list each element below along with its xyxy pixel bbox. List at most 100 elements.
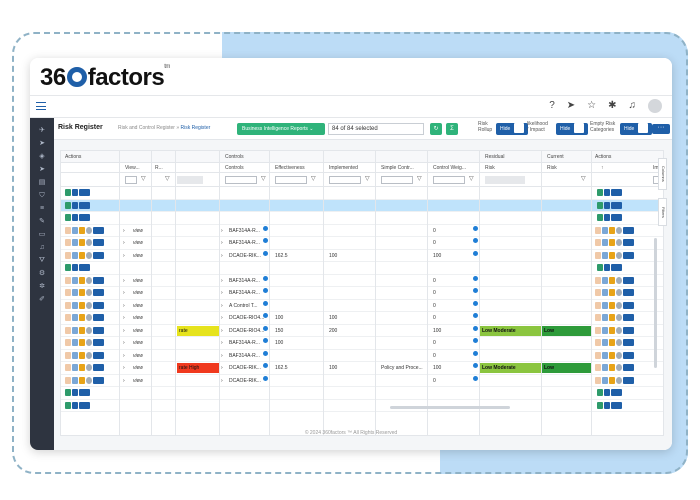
list-icon[interactable]: ≡ — [39, 205, 45, 212]
more-icon[interactable] — [93, 251, 104, 259]
add-icon[interactable] — [65, 389, 71, 396]
col-control-weight[interactable]: Control Weig... — [433, 165, 466, 171]
add-icon[interactable] — [597, 189, 603, 196]
document-icon[interactable] — [595, 251, 601, 259]
expand-chevron-icon[interactable]: › — [221, 377, 223, 384]
more-icon[interactable] — [611, 201, 622, 209]
info-icon[interactable] — [473, 350, 478, 356]
row-action-icons[interactable] — [65, 289, 104, 296]
view-link[interactable]: view — [133, 365, 144, 371]
more-icon[interactable] — [93, 339, 104, 346]
filter-icon[interactable]: ▽ — [417, 176, 422, 182]
view-link[interactable]: view — [133, 290, 144, 296]
view-link[interactable]: view — [133, 240, 144, 246]
pen-icon[interactable]: ✐ — [39, 296, 45, 303]
document-icon[interactable] — [595, 289, 601, 296]
vertical-scrollbar[interactable] — [654, 238, 657, 368]
info-icon[interactable] — [473, 325, 478, 331]
info-icon[interactable] — [263, 350, 268, 356]
edit-icon[interactable] — [72, 239, 78, 246]
col-simple-control[interactable]: Simple Contr... — [381, 165, 414, 171]
col-current-risk[interactable]: Risk — [547, 165, 557, 171]
info-icon[interactable] — [616, 326, 622, 334]
avatar[interactable] — [648, 99, 662, 113]
row-action-icons[interactable] — [595, 301, 634, 309]
more-icon[interactable] — [623, 289, 634, 296]
more-icon[interactable] — [79, 401, 90, 409]
warning-icon[interactable] — [79, 289, 85, 296]
view-link[interactable]: view — [133, 327, 144, 334]
more-icon[interactable] — [79, 189, 90, 196]
likelihood-hide-toggle[interactable]: Hide — [556, 123, 589, 135]
row-action-icons[interactable] — [65, 401, 90, 409]
filter-icon[interactable]: ▽ — [365, 176, 370, 182]
edit-icon[interactable] — [72, 314, 78, 321]
document-icon[interactable] — [595, 326, 601, 334]
gear-icon[interactable]: ⚙ — [38, 270, 46, 277]
info-icon[interactable] — [473, 313, 478, 318]
info-icon[interactable] — [473, 375, 478, 381]
edit-icon[interactable] — [602, 301, 608, 309]
filter-risk-input[interactable] — [485, 176, 525, 184]
info-icon[interactable] — [263, 250, 268, 256]
dashboard-icon[interactable]: ✈ — [39, 127, 45, 134]
copy-icon[interactable] — [604, 214, 610, 221]
document-icon[interactable] — [65, 251, 71, 259]
warning-icon[interactable] — [609, 326, 615, 334]
copy-icon[interactable] — [72, 401, 78, 409]
info-icon[interactable] — [263, 313, 268, 318]
selection-count[interactable]: 84 of 84 selected — [328, 123, 424, 135]
info-icon[interactable] — [263, 238, 268, 243]
document-icon[interactable] — [65, 326, 71, 334]
warning-icon[interactable] — [609, 289, 615, 296]
info-icon[interactable] — [86, 226, 92, 234]
document-icon[interactable] — [65, 226, 71, 234]
warning-icon[interactable] — [79, 326, 85, 334]
row-action-icons[interactable] — [65, 201, 90, 209]
view-link[interactable]: view — [133, 252, 144, 259]
more-icon[interactable] — [623, 226, 634, 234]
row-action-icons[interactable] — [65, 226, 104, 234]
view-link[interactable]: view — [133, 352, 144, 359]
warning-icon[interactable] — [79, 314, 85, 321]
monitor-icon[interactable]: ▭ — [38, 231, 46, 238]
copy-icon[interactable] — [604, 401, 610, 409]
document-icon[interactable] — [65, 364, 71, 371]
edit-icon[interactable] — [602, 226, 608, 234]
warning-icon[interactable] — [609, 276, 615, 284]
row-action-icons[interactable] — [65, 326, 104, 334]
breadcrumb-current[interactable]: Risk Register — [180, 125, 211, 131]
document-icon[interactable] — [65, 289, 71, 296]
table-row[interactable]: › view › BAF314A-R... 0 — [61, 225, 663, 237]
add-icon[interactable] — [65, 189, 71, 196]
row-action-icons[interactable] — [595, 364, 634, 371]
col-implemented[interactable]: Implemented — [329, 165, 358, 171]
filter-implemented-input[interactable] — [329, 176, 361, 184]
expand-chevron-icon[interactable]: › — [123, 377, 125, 384]
add-icon[interactable] — [597, 401, 603, 409]
more-icon[interactable] — [623, 326, 634, 334]
view-link[interactable]: view — [133, 340, 144, 346]
table-row[interactable]: › view rate High › DCAOE-RIK... 162.5 100 Polic… — [61, 362, 663, 375]
more-icon[interactable] — [611, 401, 622, 409]
row-action-icons[interactable] — [595, 239, 634, 246]
document-icon[interactable] — [595, 376, 601, 384]
info-icon[interactable] — [473, 250, 478, 256]
star-icon[interactable]: ☆ — [587, 100, 597, 111]
more-icon[interactable] — [93, 289, 104, 296]
col-sort[interactable]: ↑ — [601, 165, 604, 171]
row-action-icons[interactable] — [65, 264, 90, 271]
copy-icon[interactable] — [72, 214, 78, 221]
expand-chevron-icon[interactable]: › — [123, 227, 125, 234]
document-icon[interactable] — [65, 351, 71, 359]
tools-icon[interactable]: ✎ — [39, 218, 45, 225]
copy-icon[interactable] — [604, 389, 610, 396]
expand-chevron-icon[interactable]: › — [123, 277, 125, 284]
more-icon[interactable] — [611, 189, 622, 196]
warning-icon[interactable] — [609, 376, 615, 384]
help-icon[interactable]: ? — [549, 100, 555, 111]
bug-icon[interactable]: ✱ — [608, 100, 617, 111]
add-icon[interactable] — [597, 201, 603, 209]
filter-icon[interactable]: ⛛ — [39, 257, 45, 264]
table-row[interactable] — [61, 212, 663, 225]
